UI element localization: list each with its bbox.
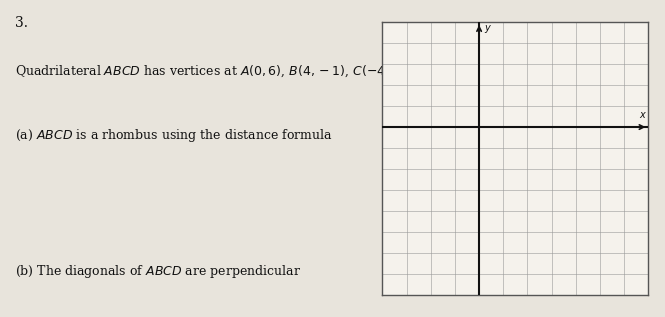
Text: 3.: 3. — [15, 16, 28, 30]
Text: Quadrilateral $\mathit{ABCD}$ has vertices at $\mathit{A}(0, 6)$, $\mathit{B}(4,: Quadrilateral $\mathit{ABCD}$ has vertic… — [15, 63, 566, 79]
Text: (a) $\mathit{ABCD}$ is a rhombus using the distance formula: (a) $\mathit{ABCD}$ is a rhombus using t… — [15, 127, 332, 144]
Text: $x$: $x$ — [639, 110, 647, 120]
Text: $y$: $y$ — [484, 23, 492, 35]
Text: (b) The diagonals of $\mathit{ABCD}$ are perpendicular: (b) The diagonals of $\mathit{ABCD}$ are… — [15, 263, 301, 280]
